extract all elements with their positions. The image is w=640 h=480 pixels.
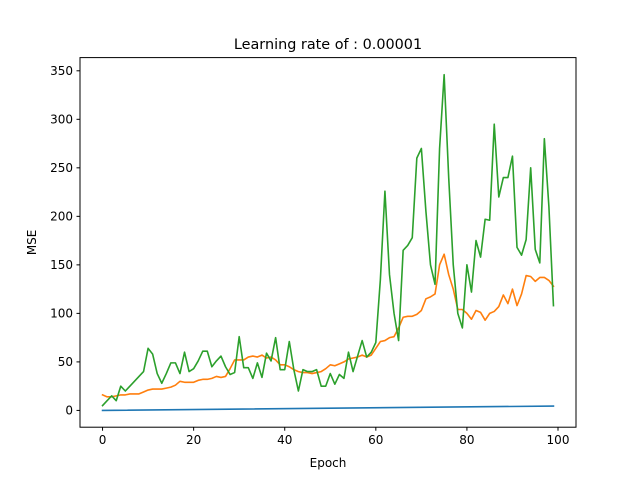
series-line-2 [101,253,555,398]
y-tick-label: 150 [50,258,73,272]
y-tick-label: 300 [50,113,73,127]
series-line-1 [101,405,555,412]
series-layer [101,73,555,412]
x-tick-label: 20 [186,433,201,447]
ticks-layer: 0 20 40 60 80 100 0 50 100 150 200 250 300 350 [50,64,569,447]
x-tick-label: 40 [277,433,292,447]
x-tick-label: 80 [459,433,474,447]
x-axis-label: Epoch [310,456,347,470]
x-tick-label: 60 [368,433,383,447]
y-tick-label: 0 [65,404,73,418]
chart-title: Learning rate of : 0.00001 [234,37,422,53]
y-axis-label: MSE [25,230,39,256]
axes-frame [79,57,577,428]
plot-area [80,57,576,428]
series-line-3 [101,73,555,407]
y-tick-label: 350 [50,64,73,78]
y-tick-label: 250 [50,161,73,175]
y-tick-label: 100 [50,307,73,321]
y-tick-label: 50 [58,355,73,369]
x-tick-label: 0 [99,433,107,447]
x-tick-label: 100 [547,433,570,447]
y-tick-label: 200 [50,210,73,224]
